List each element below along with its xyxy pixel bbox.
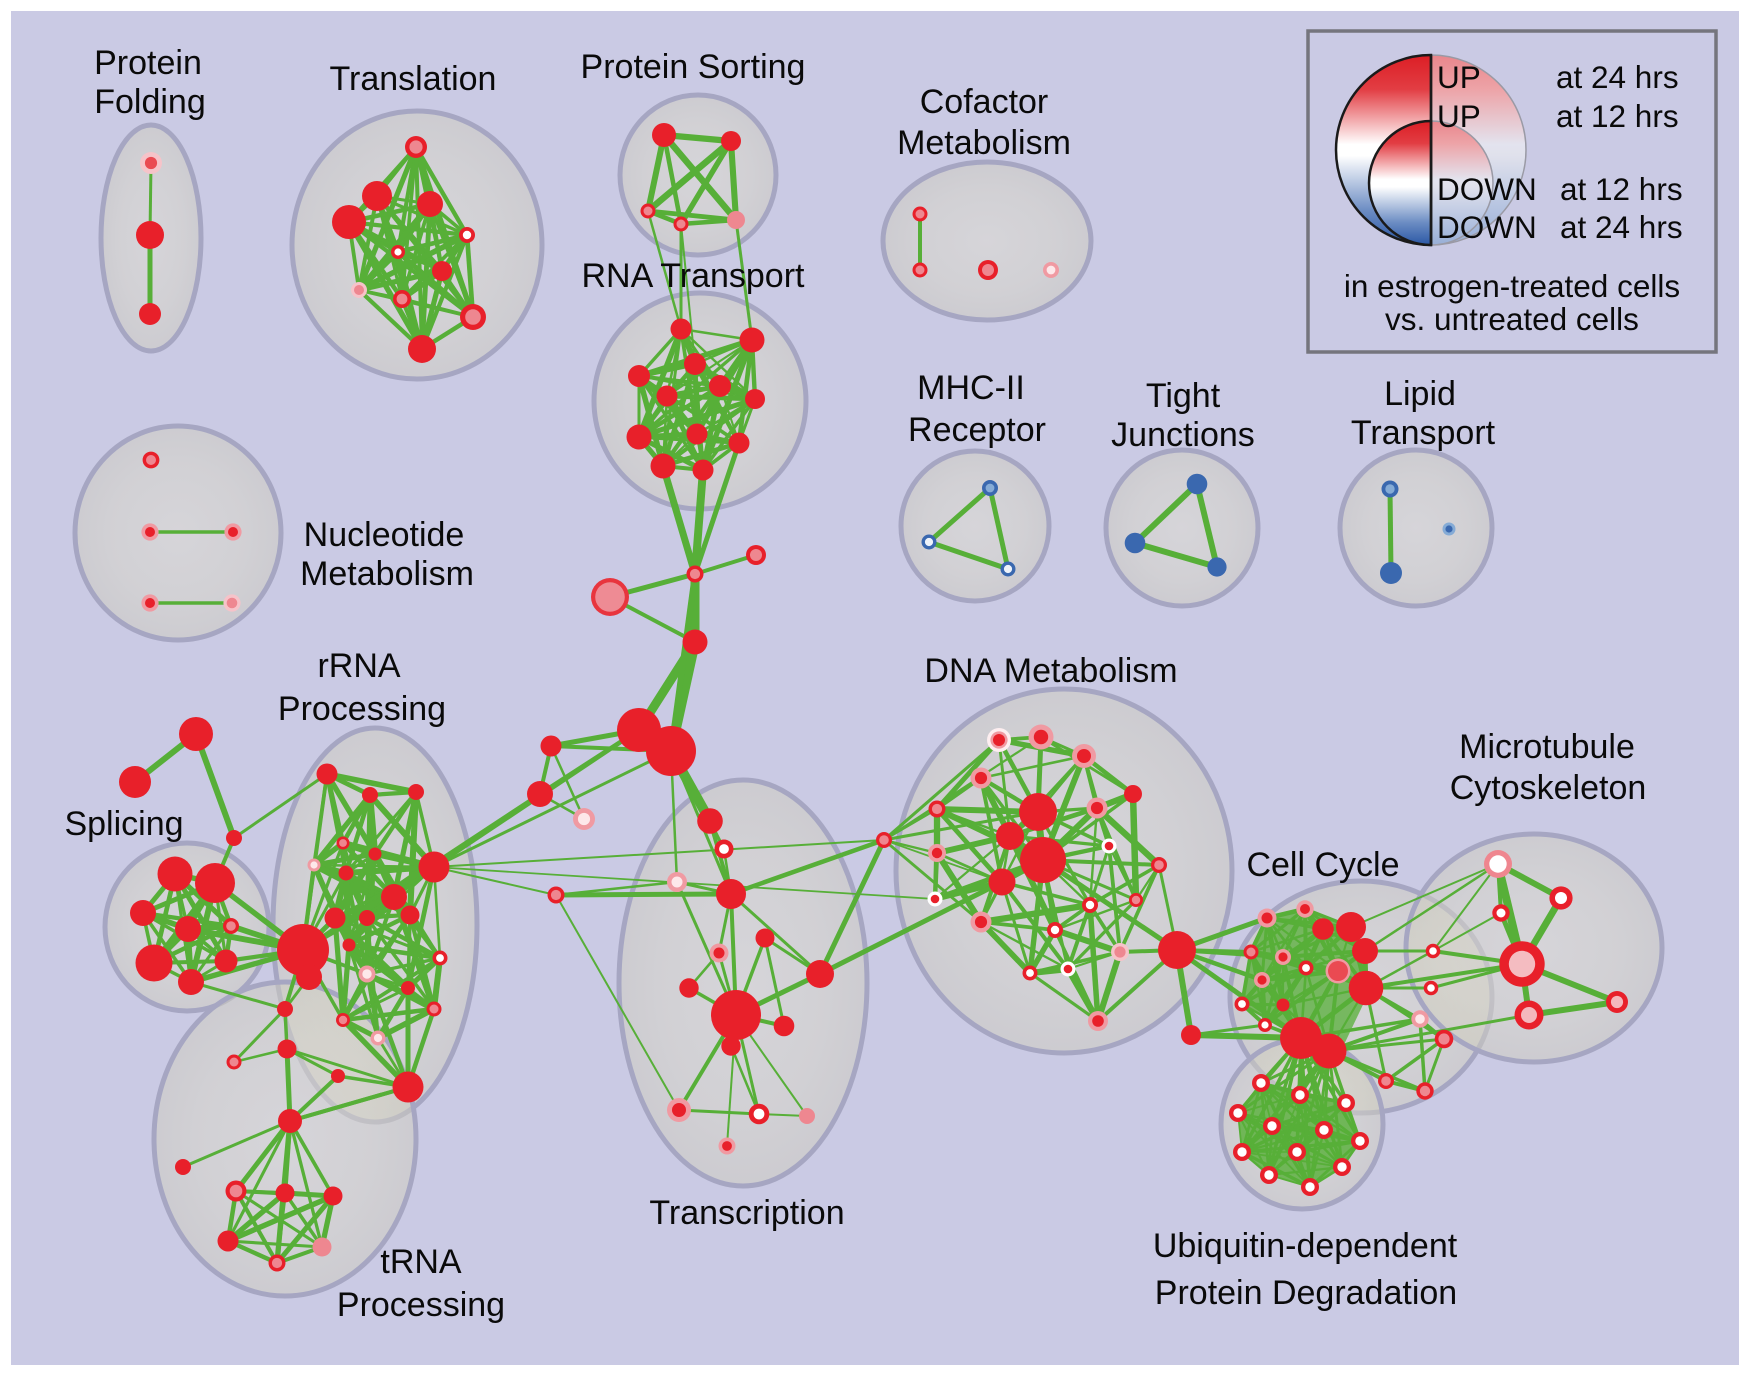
svg-text:Cytoskeleton: Cytoskeleton <box>1450 769 1647 807</box>
svg-text:Folding: Folding <box>94 83 206 121</box>
svg-text:Tight: Tight <box>1146 377 1221 415</box>
svg-text:Processing: Processing <box>278 690 446 728</box>
svg-text:DOWN: DOWN <box>1437 209 1537 245</box>
svg-text:RNA Transport: RNA Transport <box>582 257 806 295</box>
svg-text:at 12 hrs: at 12 hrs <box>1560 171 1683 207</box>
svg-text:Processing: Processing <box>337 1286 505 1324</box>
svg-text:Protein: Protein <box>94 44 202 82</box>
svg-text:at 12 hrs: at 12 hrs <box>1556 98 1679 134</box>
svg-text:vs. untreated cells: vs. untreated cells <box>1385 301 1639 337</box>
svg-text:Transport: Transport <box>1351 414 1496 452</box>
svg-text:DNA Metabolism: DNA Metabolism <box>924 652 1177 690</box>
svg-text:Metabolism: Metabolism <box>300 555 474 593</box>
svg-text:Junctions: Junctions <box>1111 416 1255 454</box>
svg-text:rRNA: rRNA <box>317 647 400 685</box>
svg-text:Cofactor: Cofactor <box>920 83 1049 121</box>
svg-text:in estrogen-treated cells: in estrogen-treated cells <box>1344 268 1680 304</box>
svg-text:Ubiquitin-dependent: Ubiquitin-dependent <box>1153 1227 1458 1265</box>
svg-text:at 24 hrs: at 24 hrs <box>1560 209 1683 245</box>
svg-text:UP: UP <box>1437 59 1481 95</box>
svg-text:Splicing: Splicing <box>64 805 183 843</box>
svg-text:Nucleotide: Nucleotide <box>304 516 465 554</box>
svg-text:Protein Sorting: Protein Sorting <box>581 48 806 86</box>
svg-text:Transcription: Transcription <box>649 1194 844 1232</box>
svg-text:Protein Degradation: Protein Degradation <box>1155 1274 1457 1312</box>
svg-text:Metabolism: Metabolism <box>897 124 1071 162</box>
svg-text:tRNA: tRNA <box>380 1243 462 1281</box>
svg-text:at 24 hrs: at 24 hrs <box>1556 59 1679 95</box>
svg-text:MHC-II: MHC-II <box>917 369 1025 407</box>
svg-text:Cell Cycle: Cell Cycle <box>1246 846 1399 884</box>
svg-text:Translation: Translation <box>330 60 497 98</box>
svg-text:Receptor: Receptor <box>908 411 1046 449</box>
svg-text:UP: UP <box>1437 98 1481 134</box>
svg-text:DOWN: DOWN <box>1437 171 1537 207</box>
svg-text:Microtubule: Microtubule <box>1459 728 1635 766</box>
svg-text:Lipid: Lipid <box>1384 375 1456 413</box>
